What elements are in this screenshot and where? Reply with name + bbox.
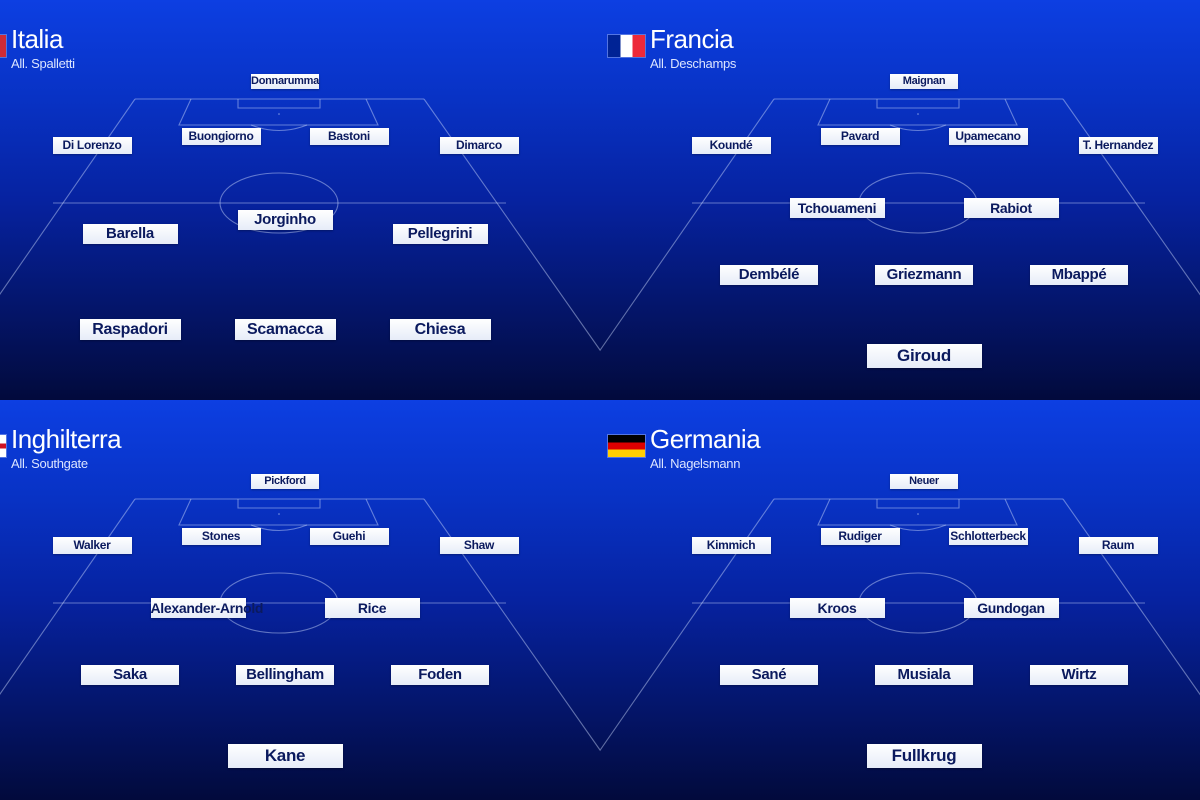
player-label: Raum bbox=[1078, 537, 1158, 554]
flag-icon bbox=[0, 35, 6, 57]
player-label: Di Lorenzo bbox=[52, 137, 132, 154]
player-label: Pellegrini bbox=[392, 224, 488, 244]
player-label: Griezmann bbox=[875, 265, 973, 285]
team-name: Inghilterra bbox=[11, 424, 122, 454]
coach-name: All. Spalletti bbox=[11, 56, 75, 71]
player-label: Buongiorno bbox=[181, 128, 261, 145]
flag-icon bbox=[0, 435, 6, 457]
player-label: Pickford bbox=[251, 474, 319, 489]
player-label: Sané bbox=[720, 665, 818, 685]
flag-icon bbox=[608, 435, 645, 457]
pitch-lines bbox=[0, 98, 600, 351]
player-label: Bellingham bbox=[236, 665, 334, 685]
player-label: Gundogan bbox=[963, 598, 1059, 618]
player-label: Schlotterbeck bbox=[948, 528, 1028, 545]
player-label: Foden bbox=[391, 665, 489, 685]
team-panel-francia: Francia All. Deschamps Maignan Koundé Pavard… bbox=[600, 0, 1200, 400]
team-panel-italia: Italia All. Spalletti Donnarumma Di Lorenzo… bbox=[0, 0, 600, 400]
team-name: Italia bbox=[11, 24, 63, 54]
player-label: Rudiger bbox=[820, 528, 900, 545]
coach-name: All. Southgate bbox=[11, 456, 88, 471]
player-label: Neuer bbox=[890, 474, 958, 489]
player-label: Giroud bbox=[866, 344, 982, 368]
flag-icon bbox=[608, 35, 645, 57]
player-label: Tchouameni bbox=[789, 198, 885, 218]
player-label: T. Hernandez bbox=[1078, 137, 1158, 154]
player-label: Rabiot bbox=[963, 198, 1059, 218]
player-label: Kimmich bbox=[691, 537, 771, 554]
player-label: Jorginho bbox=[237, 210, 333, 230]
player-label: Kroos bbox=[789, 598, 885, 618]
player-label: Fullkrug bbox=[866, 744, 982, 768]
coach-name: All. Deschamps bbox=[650, 56, 737, 71]
player-label: Alexander-Arnold bbox=[150, 598, 264, 618]
player-label: Bastoni bbox=[309, 128, 389, 145]
team-name: Germania bbox=[650, 424, 761, 454]
player-label: Koundé bbox=[691, 137, 771, 154]
player-label: Stones bbox=[181, 528, 261, 545]
player-label: Musiala bbox=[875, 665, 973, 685]
player-label: Donnarumma bbox=[251, 74, 319, 89]
player-label: Maignan bbox=[890, 74, 958, 89]
team-name: Francia bbox=[650, 24, 734, 54]
player-label: Scamacca bbox=[234, 319, 336, 340]
player-label: Dimarco bbox=[439, 137, 519, 154]
player-label: Wirtz bbox=[1030, 665, 1128, 685]
coach-name: All. Nagelsmann bbox=[650, 456, 741, 471]
team-panel-germania: Germania All. Nagelsmann Neuer Kimmich Rudig… bbox=[600, 400, 1200, 800]
player-label: Guehi bbox=[309, 528, 389, 545]
player-label: Dembélé bbox=[720, 265, 818, 285]
pitch-lines bbox=[600, 498, 1200, 752]
player-label: Chiesa bbox=[389, 319, 491, 340]
player-label: Saka bbox=[81, 665, 179, 685]
player-label: Shaw bbox=[439, 537, 519, 554]
player-label: Kane bbox=[227, 744, 343, 768]
player-label: Walker bbox=[52, 537, 132, 554]
player-label: Mbappé bbox=[1030, 265, 1128, 285]
player-label: Rice bbox=[324, 598, 420, 618]
pitch-lines bbox=[0, 498, 600, 751]
player-label: Barella bbox=[82, 224, 178, 244]
player-label: Raspadori bbox=[79, 319, 181, 340]
player-label: Pavard bbox=[820, 128, 900, 145]
player-label: Upamecano bbox=[948, 128, 1028, 145]
team-panel-inghilterra: Inghilterra All. Southgate Pickford Walker S… bbox=[0, 400, 600, 800]
